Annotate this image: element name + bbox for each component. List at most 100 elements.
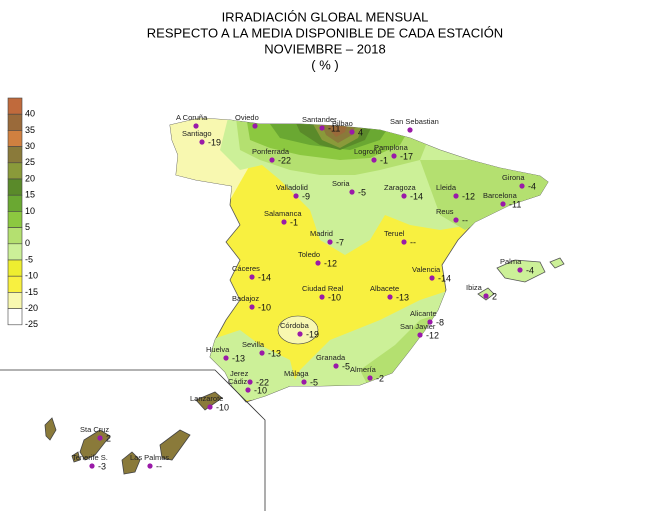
legend-label: -5 — [25, 254, 33, 264]
station-value: -11 — [509, 199, 521, 209]
station-name: Toledo — [298, 250, 320, 259]
station-value: 2 — [106, 433, 111, 443]
legend-swatch — [7, 211, 23, 228]
station-name: Alicante — [410, 309, 437, 318]
station-name: Sevilla — [242, 340, 265, 349]
station-name: Reus — [436, 207, 454, 216]
station-dot — [297, 331, 303, 337]
legend-swatch — [7, 130, 23, 147]
station-name: San Javier — [400, 322, 436, 331]
station-value: -7 — [336, 237, 344, 247]
station-dot — [319, 125, 325, 131]
title-line: NOVIEMBRE – 2018 — [264, 41, 385, 56]
station-dot — [517, 267, 523, 273]
station-dot — [97, 435, 103, 441]
station-value: -14 — [438, 273, 451, 283]
station-name: Logroño — [354, 147, 382, 156]
station-value: -13 — [396, 292, 409, 302]
legend-swatch — [7, 194, 23, 212]
title-line: ( % ) — [311, 57, 338, 72]
station-dot — [327, 239, 333, 245]
station-dot — [207, 404, 213, 410]
legend-label: 0 — [25, 238, 30, 248]
station-name: Salamanca — [264, 209, 302, 218]
station-name: Albacete — [370, 284, 399, 293]
station-name: Ibiza — [466, 283, 483, 292]
station-value: -22 — [256, 377, 269, 387]
station-dot — [429, 275, 435, 281]
station-name: Pamplona — [374, 143, 409, 152]
station-value: -5 — [342, 361, 350, 371]
station-name: Granada — [316, 353, 346, 362]
station-dot — [301, 379, 307, 385]
station-name: Girona — [502, 173, 525, 182]
spain-map — [0, 117, 565, 511]
legend-label: 10 — [25, 206, 35, 216]
station-value: -8 — [436, 317, 444, 327]
legend-swatch — [7, 113, 23, 131]
station-name: A Coruña — [176, 113, 208, 122]
legend-label: 5 — [25, 222, 30, 232]
legend-label: -20 — [25, 303, 38, 313]
station-dot — [319, 294, 325, 300]
station-dot — [387, 294, 393, 300]
legend-swatch — [7, 178, 23, 196]
station-value: -12 — [462, 191, 475, 201]
station-dot — [407, 127, 413, 133]
station-name: Cáceres — [232, 264, 260, 273]
station-value: -11 — [328, 123, 340, 133]
station-value: -13 — [232, 353, 245, 363]
title-line: RESPECTO A LA MEDIA DISPONIBLE DE CADA E… — [147, 25, 503, 40]
legend-swatch — [7, 162, 23, 180]
legend-label: 20 — [25, 173, 35, 183]
station-dot — [427, 319, 433, 325]
station-value: 2 — [492, 291, 497, 301]
station-value: -12 — [324, 258, 337, 268]
station-dot — [199, 139, 205, 145]
legend-label: -15 — [25, 287, 38, 297]
station-value: -17 — [400, 151, 413, 161]
station-name: Oviedo — [235, 113, 259, 122]
station-dot — [147, 463, 153, 469]
station-value: -2 — [376, 373, 384, 383]
station-dot — [245, 387, 251, 393]
station-dot — [89, 463, 95, 469]
station-name: Bilbao — [332, 119, 353, 128]
legend-swatch — [7, 292, 23, 309]
station-name: Córdoba — [280, 321, 310, 330]
legend-label: -10 — [25, 271, 38, 281]
legend-swatch — [7, 97, 23, 115]
station-dot — [500, 201, 506, 207]
station-name: Almería — [350, 365, 377, 374]
station-value: -4 — [526, 265, 534, 275]
station-value: -12 — [426, 330, 439, 340]
station-name: Jerez — [230, 369, 249, 378]
station-name: Madrid — [310, 229, 333, 238]
station-value: -9 — [302, 191, 310, 201]
station-value: -5 — [310, 377, 318, 387]
station-dot — [247, 379, 253, 385]
station-value: -10 — [258, 302, 271, 312]
station-dot — [349, 129, 355, 135]
station-dot — [249, 274, 255, 280]
legend-swatch — [7, 259, 23, 277]
station-name: San Sebastian — [390, 117, 439, 126]
station-name: Lleida — [436, 183, 457, 192]
station-value: -22 — [278, 155, 291, 165]
legend-label: 35 — [25, 125, 35, 135]
station-value: -10 — [216, 402, 229, 412]
legend-label: 15 — [25, 190, 35, 200]
station-dot — [252, 123, 258, 129]
station-name: Sta Cruz — [80, 425, 109, 434]
legend-label: 40 — [25, 109, 35, 119]
station-name: Palma — [500, 257, 522, 266]
station-value: -- — [410, 237, 416, 247]
station-name: Badajoz — [232, 294, 259, 303]
station-dot — [367, 375, 373, 381]
station-value: -- — [156, 461, 162, 471]
station-name: Zaragoza — [384, 183, 417, 192]
station-value: -3 — [98, 461, 106, 471]
station-value: -19 — [208, 137, 221, 147]
station-name: Lanzarote — [190, 394, 223, 403]
